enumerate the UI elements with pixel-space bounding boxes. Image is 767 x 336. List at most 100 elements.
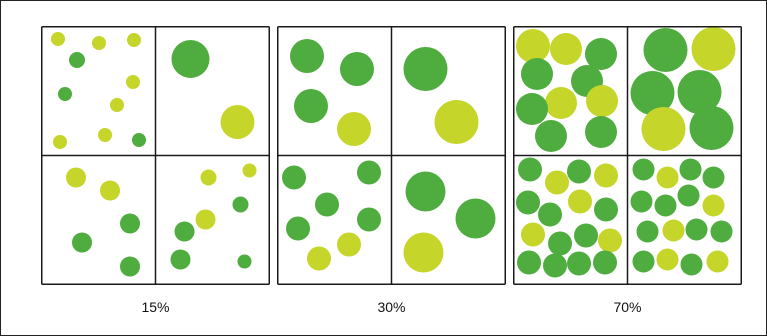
panel-70-grid bbox=[513, 26, 742, 285]
quadrant-top-right bbox=[403, 47, 479, 144]
light-green-circle bbox=[403, 232, 444, 273]
dark-green-circle bbox=[315, 192, 339, 217]
quadrant-top-left bbox=[290, 39, 374, 146]
light-green-circle bbox=[53, 135, 67, 149]
panel-15-grid bbox=[41, 26, 270, 285]
dark-green-circle bbox=[685, 218, 708, 241]
panel-group-15 bbox=[41, 26, 270, 285]
light-green-circle bbox=[337, 232, 361, 257]
caption-70: 70% bbox=[613, 299, 642, 315]
dark-green-circle bbox=[679, 158, 702, 181]
dark-green-circle bbox=[516, 190, 540, 215]
dark-green-circle bbox=[636, 220, 659, 243]
dark-green-circle bbox=[120, 213, 140, 234]
dark-green-circle bbox=[710, 220, 733, 243]
light-green-circle bbox=[434, 100, 479, 144]
dark-green-circle bbox=[548, 231, 572, 256]
dark-green-circle bbox=[405, 171, 446, 212]
light-green-circle bbox=[98, 128, 112, 142]
dark-green-circle bbox=[132, 133, 146, 147]
dark-green-circle bbox=[290, 39, 324, 73]
light-green-circle bbox=[127, 33, 141, 47]
light-green-circle bbox=[307, 246, 331, 271]
dark-green-circle bbox=[632, 250, 655, 273]
light-green-circle bbox=[92, 36, 106, 50]
quadrant-bottom-right bbox=[170, 163, 257, 270]
light-green-circle bbox=[545, 87, 577, 119]
dark-green-circle bbox=[630, 71, 675, 115]
quadrant-bottom-left bbox=[66, 167, 140, 277]
light-green-circle bbox=[586, 85, 618, 117]
dark-green-circle bbox=[357, 160, 381, 185]
quadrant-bottom-right bbox=[630, 158, 733, 276]
dark-green-circle bbox=[403, 47, 448, 91]
light-green-circle bbox=[691, 27, 736, 71]
dark-green-circle bbox=[340, 52, 374, 86]
dark-green-circle bbox=[516, 93, 548, 125]
dark-green-circle bbox=[237, 254, 252, 269]
panel-30-grid bbox=[277, 26, 506, 285]
dark-green-circle bbox=[171, 40, 210, 78]
dark-green-circle bbox=[654, 194, 677, 217]
light-green-circle bbox=[110, 98, 124, 112]
quadrant-bottom-left bbox=[516, 157, 622, 278]
light-green-circle bbox=[706, 250, 729, 273]
dark-green-circle bbox=[574, 223, 598, 248]
dark-green-circle bbox=[286, 216, 310, 241]
dark-green-circle bbox=[232, 196, 249, 213]
light-green-circle bbox=[126, 75, 140, 89]
dark-green-circle bbox=[643, 28, 688, 72]
dark-green-circle bbox=[567, 159, 591, 184]
dark-green-circle bbox=[630, 190, 653, 213]
light-green-circle bbox=[66, 167, 86, 188]
quadrant-top-right bbox=[630, 27, 736, 151]
quadrant-bottom-right bbox=[403, 171, 496, 273]
light-green-circle bbox=[242, 163, 257, 178]
caption-30: 30% bbox=[377, 299, 406, 315]
dark-green-circle bbox=[72, 232, 92, 253]
dark-green-circle bbox=[517, 250, 541, 275]
dark-green-circle bbox=[594, 197, 618, 222]
light-green-circle bbox=[100, 180, 120, 201]
dark-green-circle bbox=[174, 221, 195, 242]
caption-15: 15% bbox=[141, 299, 170, 315]
light-green-circle bbox=[51, 32, 65, 46]
dark-green-circle bbox=[677, 184, 700, 207]
light-green-circle bbox=[516, 29, 550, 63]
panel-group-70 bbox=[513, 26, 742, 285]
dark-green-circle bbox=[543, 253, 567, 278]
dark-green-circle bbox=[535, 120, 567, 152]
dark-green-circle bbox=[567, 251, 591, 276]
light-green-circle bbox=[656, 248, 679, 271]
dark-green-circle bbox=[357, 207, 381, 232]
dark-green-circle bbox=[69, 52, 85, 68]
dark-green-circle bbox=[632, 158, 655, 181]
dark-green-circle bbox=[521, 58, 553, 90]
dark-green-circle bbox=[677, 70, 722, 114]
light-green-circle bbox=[641, 107, 686, 151]
quadrant-bottom-left bbox=[282, 160, 381, 271]
quadrant-top-right bbox=[171, 40, 255, 139]
dark-green-circle bbox=[518, 157, 542, 182]
panel-group-30 bbox=[277, 26, 506, 285]
light-green-circle bbox=[594, 163, 618, 188]
light-green-circle bbox=[550, 33, 582, 65]
light-green-circle bbox=[337, 112, 371, 146]
dark-green-circle bbox=[689, 106, 734, 150]
quadrant-top-left bbox=[51, 32, 146, 149]
dark-green-circle bbox=[170, 249, 191, 270]
dark-green-circle bbox=[294, 89, 328, 123]
dark-green-circle bbox=[58, 87, 72, 101]
dark-green-circle bbox=[282, 165, 306, 190]
light-green-circle bbox=[200, 169, 217, 186]
light-green-circle bbox=[195, 209, 216, 230]
light-green-circle bbox=[662, 219, 685, 242]
light-green-circle bbox=[656, 166, 679, 189]
quadrant-top-left bbox=[516, 29, 618, 152]
dark-green-circle bbox=[585, 116, 617, 148]
light-green-circle bbox=[702, 194, 725, 217]
dark-green-circle bbox=[120, 256, 140, 277]
light-green-circle bbox=[521, 222, 545, 247]
light-green-circle bbox=[220, 105, 255, 139]
